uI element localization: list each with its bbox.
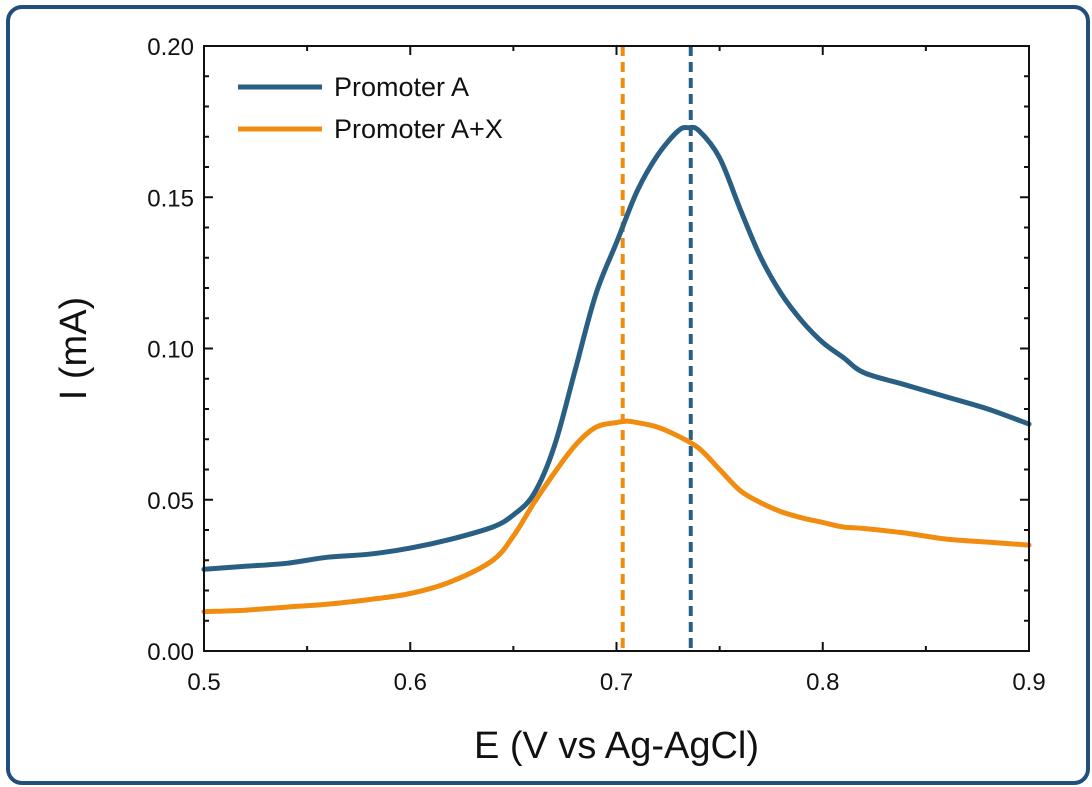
chart-frame (6, 5, 1090, 785)
y-tick-label: 0.00 (147, 639, 194, 666)
plot-area (203, 45, 1030, 652)
reference-lines (620, 46, 693, 651)
x-tick-label: 0.6 (394, 669, 427, 696)
x-axis: 0.5 0.6 0.7 0.8 0.9 (187, 46, 1046, 696)
legend-label-promoter-a-x: Promoter A+X (334, 114, 503, 144)
y-axis: 0.00 0.05 0.10 0.15 0.20 (147, 34, 1029, 666)
legend-label-promoter-a: Promoter A (334, 72, 469, 102)
y-tick-label: 0.15 (147, 185, 194, 212)
y-tick-label: 0.05 (147, 488, 194, 515)
x-tick-label: 0.5 (187, 669, 220, 696)
y-tick-label: 0.10 (147, 337, 194, 364)
series-line-promoter-a (201, 124, 1032, 572)
y-axis-title: I (mA) (53, 297, 95, 400)
x-tick-label: 0.8 (806, 669, 839, 696)
x-axis-title: E (V vs Ag-AgCl) (474, 725, 759, 767)
series-lines (201, 124, 1032, 615)
y-tick-label: 0.20 (147, 34, 194, 61)
series-line-promoter-a-x (201, 418, 1032, 615)
x-tick-label: 0.7 (600, 669, 633, 696)
legend: Promoter A Promoter A+X (238, 72, 503, 144)
x-tick-label: 0.9 (1012, 669, 1045, 696)
